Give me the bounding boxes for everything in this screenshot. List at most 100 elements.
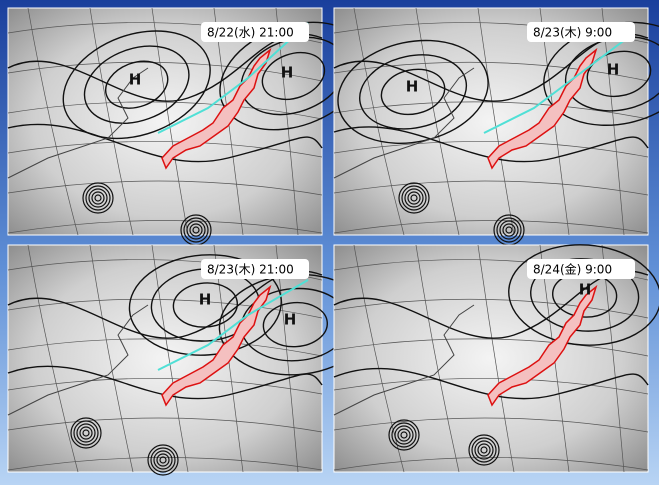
map-panel: 8/22(水) 21:00 H H — [7, 7, 368, 246]
parallel — [7, 378, 323, 395]
parallel — [333, 220, 649, 234]
typhoon-isobar — [159, 456, 167, 464]
time-label-box — [527, 22, 635, 42]
high-pressure-mark: H — [199, 291, 212, 309]
high-pressure-mark: H — [284, 311, 297, 329]
isobar — [380, 68, 446, 116]
typhoon-isobar — [82, 182, 114, 214]
continent-coast — [333, 304, 475, 416]
high-pressure-mark: H — [579, 281, 592, 299]
meridian — [151, 244, 189, 473]
meridian — [353, 7, 405, 236]
parallel — [333, 338, 649, 357]
typhoon-isobar — [400, 431, 408, 439]
japan-landmass — [487, 284, 598, 407]
parallel — [333, 457, 649, 471]
parallel — [333, 61, 649, 82]
typhoon-isobar — [394, 425, 414, 445]
typhoon-isobar — [404, 188, 424, 208]
isobar — [333, 367, 649, 400]
parallel — [7, 180, 323, 196]
typhoon-isobar — [147, 444, 179, 476]
meridian — [477, 244, 515, 473]
time-label: 8/23(木) 9:00 — [533, 26, 612, 40]
high-pressure-mark: H — [607, 61, 620, 79]
continent-coast — [7, 304, 149, 416]
isobar — [128, 254, 282, 356]
typhoon-isobar — [499, 220, 519, 240]
time-label: 8/22(水) 21:00 — [207, 26, 294, 40]
typhoon-isobar — [477, 443, 491, 457]
typhoon-isobar — [480, 446, 488, 454]
typhoon-isobar — [468, 434, 500, 466]
typhoon-isobar — [153, 450, 173, 470]
typhoon-isobar — [156, 453, 170, 467]
typhoon-isobar — [391, 422, 417, 448]
map-paper — [7, 7, 323, 236]
typhoon-isobar — [505, 226, 513, 234]
isobar — [261, 51, 326, 101]
map-panel: 8/24(金) 9:00 H — [333, 244, 659, 473]
parallel — [7, 298, 323, 319]
typhoon-isobar — [183, 217, 209, 243]
typhoon-isobar — [496, 217, 522, 243]
typhoon-isobar — [407, 191, 421, 205]
typhoon-isobar — [94, 194, 102, 202]
parallel — [333, 298, 649, 319]
typhoon-isobar — [76, 423, 96, 443]
high-pressure-mark: H — [129, 71, 142, 89]
typhoon-isobar — [502, 223, 516, 237]
meridian — [415, 7, 460, 236]
parallel — [7, 220, 323, 234]
typhoon-isobar — [410, 194, 418, 202]
meridian — [415, 244, 460, 473]
meridian — [353, 244, 405, 473]
meridian — [89, 244, 134, 473]
typhoon-isobar — [471, 437, 497, 463]
typhoon-isobar — [88, 188, 108, 208]
meridian — [27, 244, 79, 473]
typhoon-isobar — [85, 185, 111, 211]
isobar — [62, 30, 211, 140]
parallel — [333, 101, 649, 120]
parallel — [7, 101, 323, 120]
typhoon-isobar — [73, 420, 99, 446]
map-paper — [333, 244, 649, 473]
parallel — [333, 378, 649, 395]
front — [157, 279, 309, 371]
typhoon-isobar — [398, 182, 430, 214]
typhoon-isobar — [91, 191, 105, 205]
isobar — [105, 60, 169, 109]
isobar — [333, 126, 649, 163]
meridian — [27, 7, 79, 236]
parallel — [7, 417, 323, 433]
time-label: 8/24(金) 9:00 — [533, 262, 612, 277]
isobar — [7, 123, 323, 163]
front — [157, 22, 309, 134]
time-label: 8/23(木) 21:00 — [207, 263, 294, 277]
meridian — [477, 7, 515, 236]
map-panel: 8/23(木) 21:00 H H — [7, 244, 372, 476]
isobar — [262, 301, 328, 348]
isobar — [83, 45, 190, 124]
time-label-box — [527, 259, 635, 279]
isobar — [7, 365, 323, 400]
isobar — [586, 50, 652, 98]
typhoon-isobar — [82, 429, 90, 437]
isobar — [358, 54, 468, 130]
parallel — [333, 180, 649, 196]
front — [483, 32, 635, 134]
parallel — [7, 141, 323, 158]
meridian — [151, 7, 189, 236]
typhoon-isobar — [401, 185, 427, 211]
time-label-box — [201, 259, 309, 279]
typhoon-isobar — [388, 419, 420, 451]
continent-coast — [333, 67, 475, 179]
parallel — [333, 417, 649, 433]
continent-coast — [7, 67, 149, 179]
time-label-box — [201, 22, 309, 42]
high-pressure-mark: H — [281, 64, 294, 82]
map-panel: 8/23(木) 9:00 H H — [333, 7, 659, 246]
typhoon-isobar — [79, 426, 93, 440]
